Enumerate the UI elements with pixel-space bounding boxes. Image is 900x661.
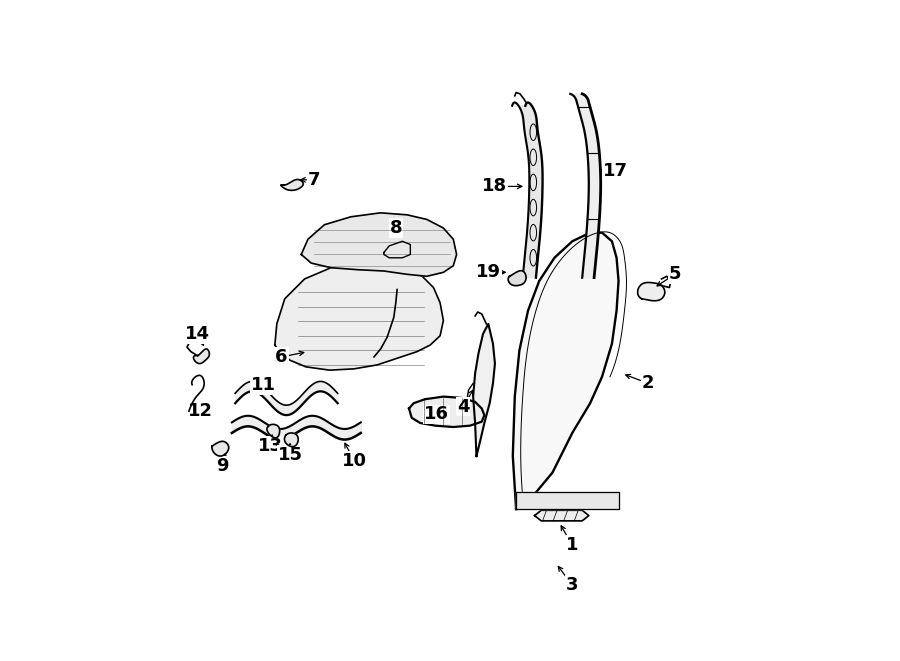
Text: 14: 14 bbox=[185, 325, 210, 343]
Polygon shape bbox=[516, 492, 618, 509]
Text: 9: 9 bbox=[216, 457, 229, 475]
Polygon shape bbox=[194, 349, 210, 364]
Text: 4: 4 bbox=[457, 397, 470, 416]
Text: 2: 2 bbox=[642, 374, 654, 393]
Text: 6: 6 bbox=[275, 348, 288, 366]
Polygon shape bbox=[409, 397, 484, 427]
Polygon shape bbox=[637, 282, 665, 301]
Polygon shape bbox=[302, 213, 456, 276]
Text: 8: 8 bbox=[390, 219, 402, 237]
Text: 16: 16 bbox=[424, 405, 449, 424]
Polygon shape bbox=[473, 324, 495, 456]
Polygon shape bbox=[274, 263, 444, 370]
Polygon shape bbox=[508, 271, 526, 286]
Polygon shape bbox=[512, 102, 543, 278]
Text: 10: 10 bbox=[342, 451, 366, 470]
Polygon shape bbox=[267, 424, 280, 438]
Polygon shape bbox=[281, 180, 303, 190]
Text: 7: 7 bbox=[308, 171, 320, 189]
Text: 17: 17 bbox=[603, 161, 628, 180]
Text: 19: 19 bbox=[476, 263, 500, 282]
Polygon shape bbox=[571, 94, 600, 278]
Text: 12: 12 bbox=[187, 402, 212, 420]
Polygon shape bbox=[212, 442, 229, 456]
Text: 13: 13 bbox=[257, 437, 283, 455]
Text: 15: 15 bbox=[277, 446, 302, 464]
Text: 18: 18 bbox=[482, 177, 508, 196]
Text: 1: 1 bbox=[566, 536, 579, 555]
Text: 11: 11 bbox=[251, 375, 276, 394]
Polygon shape bbox=[535, 510, 589, 521]
Text: 5: 5 bbox=[669, 265, 681, 284]
Polygon shape bbox=[513, 233, 618, 509]
Polygon shape bbox=[284, 433, 298, 447]
Text: 3: 3 bbox=[566, 576, 579, 594]
